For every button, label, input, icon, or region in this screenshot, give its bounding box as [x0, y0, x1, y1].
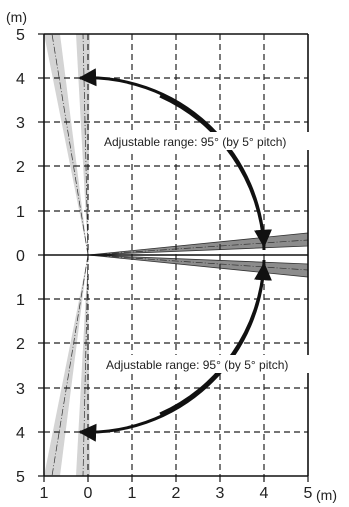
beam-top-left — [44, 34, 88, 255]
y-tick-label: 2 — [16, 159, 25, 176]
arc-upper-to-right — [159, 94, 272, 248]
frame-ticks — [38, 33, 309, 482]
beam-top-right — [76, 34, 90, 255]
annotation-upper: Adjustable range: 95° (by 5° pitch) — [104, 135, 286, 149]
y-tick-label: 5 — [16, 27, 25, 44]
y-tick-label: 1 — [16, 292, 25, 309]
beam-right-lower — [87, 254, 309, 278]
beam-bottom-left — [44, 255, 88, 476]
annotation-lower: Adjustable range: 95° (by 5° pitch) — [106, 358, 288, 372]
arc-lower-to-right — [159, 262, 272, 416]
y-tick-label: 1 — [16, 204, 25, 221]
y-tick-label: 5 — [16, 469, 25, 486]
x-tick-labels: 1 0 1 2 3 4 5 — [40, 485, 313, 502]
x-tick-label: 3 — [216, 485, 225, 502]
x-unit-label: (m) — [316, 487, 337, 503]
y-tick-label: 4 — [16, 425, 25, 442]
y-tick-label: 4 — [16, 71, 25, 88]
x-tick-label: 1 — [40, 485, 49, 502]
y-tick-label: 0 — [16, 248, 25, 265]
y-tick-labels: 5 4 3 2 1 0 1 2 3 4 5 — [16, 27, 25, 486]
y-tick-label: 2 — [16, 336, 25, 353]
x-tick-label: 2 — [172, 485, 181, 502]
y-tick-label: 3 — [16, 381, 25, 398]
range-arcs — [78, 68, 272, 442]
beam-right-upper — [87, 232, 309, 256]
beam-bottom-right — [76, 255, 90, 476]
y-tick-label: 3 — [16, 115, 25, 132]
beam-wedges — [44, 34, 309, 476]
x-tick-label: 0 — [84, 485, 93, 502]
x-tick-label: 5 — [304, 485, 313, 502]
x-tick-label: 1 — [128, 485, 137, 502]
x-tick-label: 4 — [260, 485, 269, 502]
y-unit-label: (m) — [6, 9, 27, 25]
